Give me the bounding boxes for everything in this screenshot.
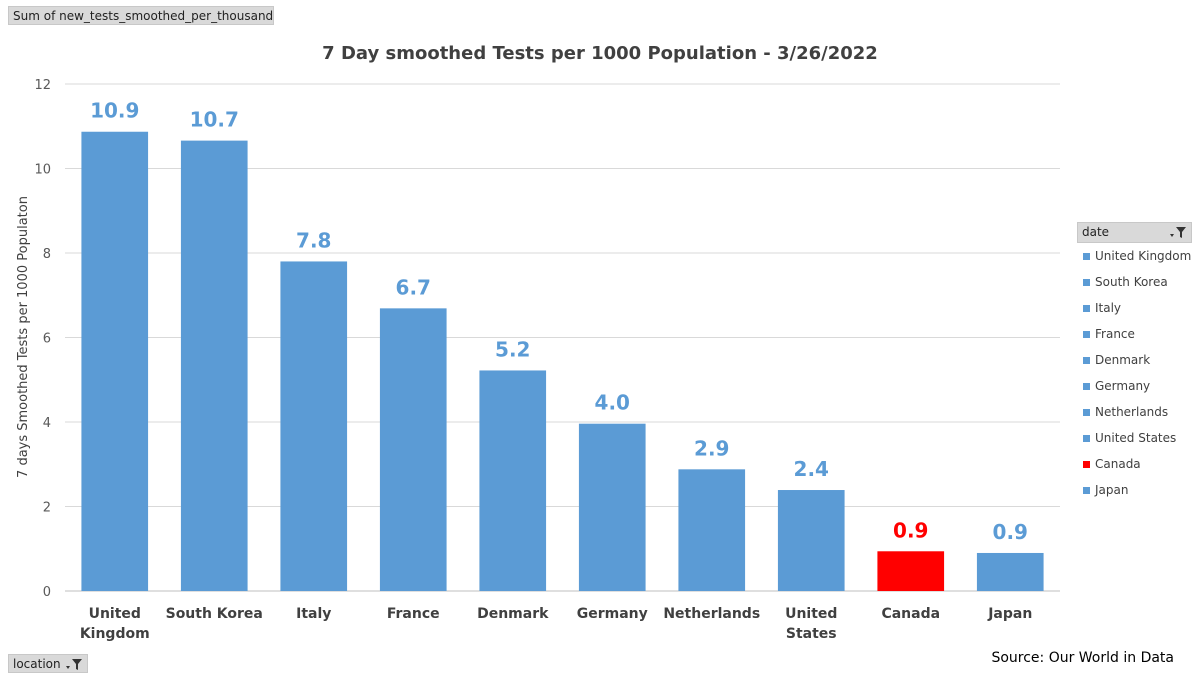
category-label: United Kingdom xyxy=(80,606,150,642)
data-label: 7.8 xyxy=(296,228,331,252)
legend-label: Canada xyxy=(1095,457,1141,471)
legend-item: Japan xyxy=(1077,477,1192,503)
legend-label: United States xyxy=(1095,431,1177,445)
data-label: 5.2 xyxy=(495,337,530,361)
values-field-label: Sum of new_tests_smoothed_per_thousand xyxy=(13,9,274,23)
legend-item: United Kingdom xyxy=(1077,243,1192,269)
category-label: Germany xyxy=(577,606,648,622)
bar-canada xyxy=(877,551,945,591)
y-tick-label: 4 xyxy=(43,416,51,431)
legend-label: Japan xyxy=(1095,483,1129,497)
legend-swatch xyxy=(1083,330,1090,338)
filter-icon[interactable] xyxy=(65,658,83,671)
bar-netherlands xyxy=(678,469,746,591)
bar-italy xyxy=(280,261,348,591)
legend-label: South Korea xyxy=(1095,275,1168,289)
legend-swatch xyxy=(1083,356,1090,364)
legend-label: Italy xyxy=(1095,301,1122,315)
data-label: 0.9 xyxy=(993,520,1028,544)
legend: date United Kingdom South Korea Italy Franc… xyxy=(1077,222,1192,503)
legend-swatch xyxy=(1083,278,1090,286)
category-labels: United Kingdom South Korea Italy France Denma… xyxy=(80,606,1032,642)
legend-label: Germany xyxy=(1095,379,1151,393)
data-label: 4.0 xyxy=(595,391,630,415)
category-label: Italy xyxy=(296,606,331,622)
legend-swatch xyxy=(1083,304,1090,312)
data-label: 10.7 xyxy=(190,108,239,132)
y-tick-label: 8 xyxy=(43,247,51,262)
data-label: 6.7 xyxy=(396,275,431,299)
data-label: 2.9 xyxy=(694,436,729,460)
legend-item: France xyxy=(1077,321,1192,347)
legend-swatch xyxy=(1083,408,1090,416)
y-tick-label: 0 xyxy=(43,585,51,600)
category-label: Denmark xyxy=(477,606,549,622)
data-label: 10.9 xyxy=(90,99,139,123)
bar-south-korea xyxy=(180,140,248,592)
data-labels: 10.9 10.7 7.8 6.7 5.2 4.0 2.9 2.4 0.9 0.9 xyxy=(90,99,1028,544)
filter-icon[interactable] xyxy=(1169,226,1187,239)
legend-swatch xyxy=(1083,434,1090,442)
location-field-button[interactable]: location xyxy=(8,654,88,673)
data-label: 0.9 xyxy=(893,518,928,542)
y-tick-label: 6 xyxy=(43,332,51,347)
bar-germany xyxy=(578,423,646,591)
legend-item: Italy xyxy=(1077,295,1192,321)
legend-items: United Kingdom South Korea Italy France Denm… xyxy=(1077,243,1192,503)
legend-label: Netherlands xyxy=(1095,405,1169,419)
location-field-label: location xyxy=(13,657,61,671)
chart-title: 7 Day smoothed Tests per 1000 Population… xyxy=(322,43,878,64)
bars xyxy=(81,131,1044,592)
category-label: France xyxy=(387,606,440,622)
source-note: Source: Our World in Data xyxy=(991,650,1174,666)
bar-france xyxy=(379,308,447,591)
bar-denmark xyxy=(479,370,547,591)
legend-item: United States xyxy=(1077,425,1192,451)
category-label: Canada xyxy=(881,606,940,622)
legend-swatch xyxy=(1083,382,1090,390)
legend-swatch xyxy=(1083,460,1090,468)
bar-united-kingdom xyxy=(81,131,149,591)
legend-title: date xyxy=(1082,225,1110,239)
legend-swatch xyxy=(1083,252,1090,260)
data-label: 2.4 xyxy=(794,457,829,481)
legend-swatch xyxy=(1083,486,1090,494)
legend-header-button[interactable]: date xyxy=(1077,222,1192,243)
legend-item: Canada xyxy=(1077,451,1192,477)
legend-item: Denmark xyxy=(1077,347,1192,373)
legend-item: South Korea xyxy=(1077,269,1192,295)
category-label: Netherlands xyxy=(663,606,760,622)
category-label: South Korea xyxy=(166,606,263,622)
bar-japan xyxy=(976,552,1044,591)
values-field-button[interactable]: Sum of new_tests_smoothed_per_thousand xyxy=(8,6,274,25)
y-tick-label: 10 xyxy=(34,163,51,178)
category-label: Japan xyxy=(987,606,1032,622)
y-axis-title: 7 days Smoothed Tests per 1000 Populaton xyxy=(16,196,31,478)
legend-label: France xyxy=(1095,327,1135,341)
y-ticks: 0 2 4 6 8 10 12 xyxy=(34,78,51,600)
y-tick-label: 12 xyxy=(34,78,51,93)
legend-item: Netherlands xyxy=(1077,399,1192,425)
y-tick-label: 2 xyxy=(43,501,51,516)
bar-united-states xyxy=(777,490,845,591)
legend-item: Germany xyxy=(1077,373,1192,399)
legend-label: Denmark xyxy=(1095,353,1151,367)
legend-label: United Kingdom xyxy=(1095,249,1192,263)
category-label: United States xyxy=(785,606,837,642)
